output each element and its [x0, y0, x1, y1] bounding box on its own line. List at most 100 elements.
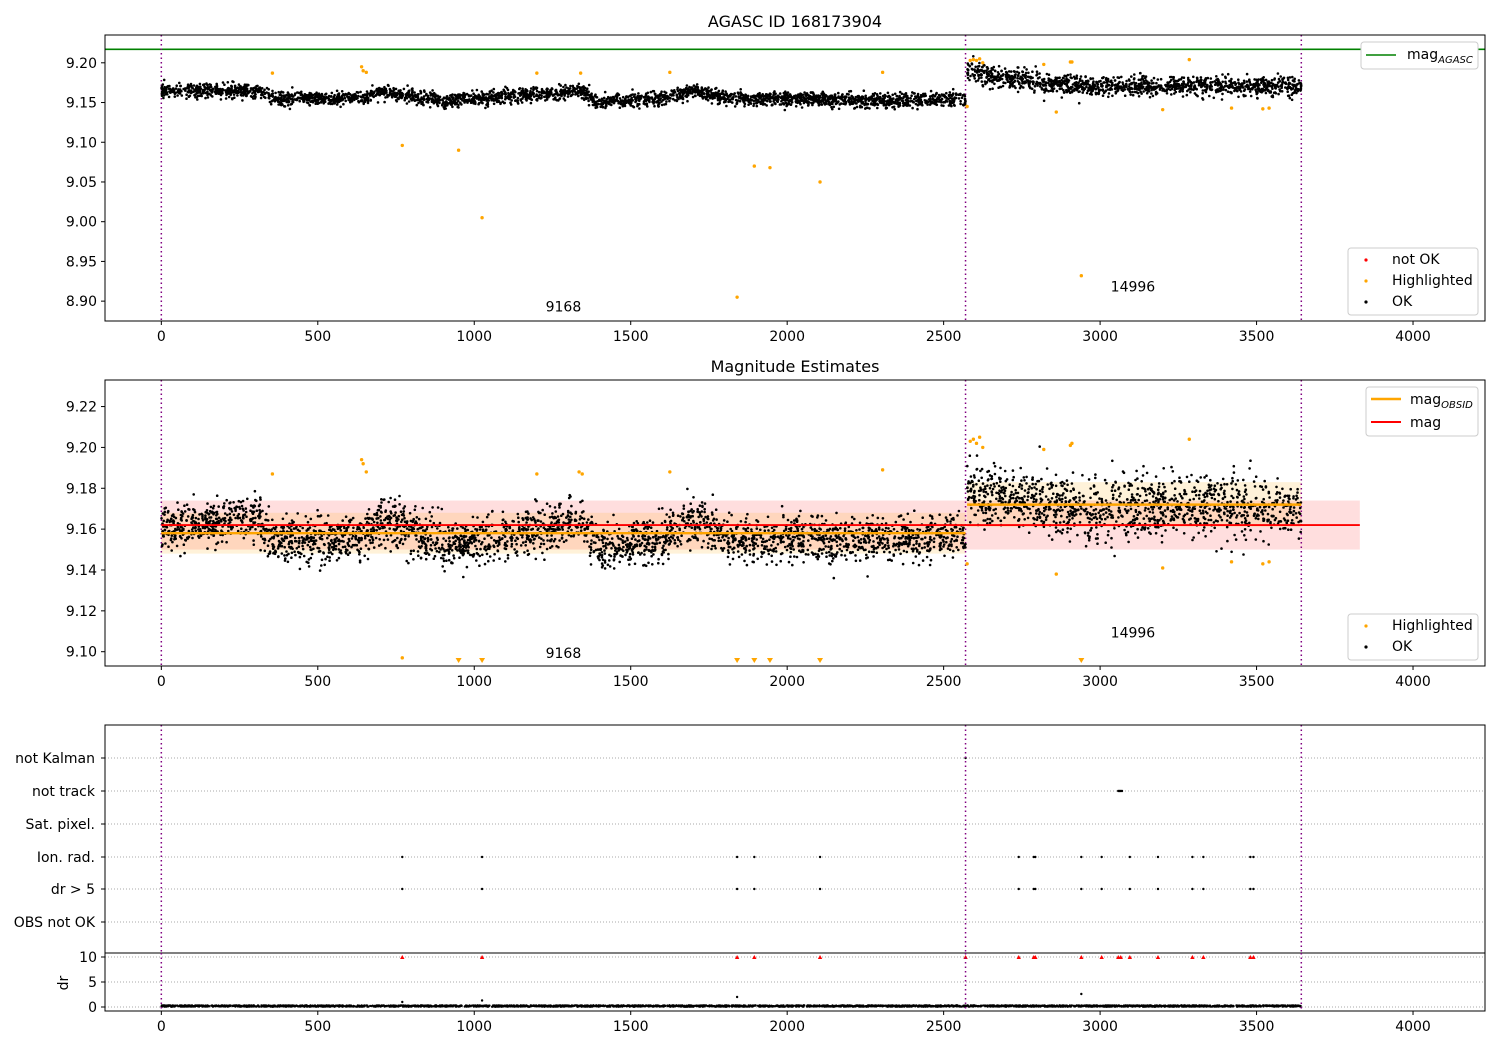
agasc-ok-point	[847, 93, 850, 96]
mag-ok-point	[767, 552, 771, 556]
agasc-ok-point	[989, 70, 992, 73]
agasc-ok-point	[1052, 79, 1055, 83]
agasc-ok-point	[706, 99, 710, 102]
agasc-ok-point	[317, 101, 320, 105]
mag-ok-point	[854, 559, 858, 563]
agasc-ok-point	[297, 91, 301, 95]
agasc-ok-point	[810, 96, 813, 100]
agasc-ok-point	[910, 99, 914, 103]
agasc-ok-point	[269, 102, 273, 106]
agasc-ok-point	[701, 89, 704, 93]
agasc-ok-point	[612, 96, 616, 99]
agasc-ok-point	[366, 97, 369, 100]
mag-ok-point	[471, 515, 475, 519]
agasc-ok-point	[562, 85, 565, 89]
agasc-ok-point	[428, 106, 432, 109]
agasc-ok-point	[1016, 77, 1019, 80]
agasc-ok-point	[226, 81, 230, 84]
agasc-ok-point	[379, 90, 383, 94]
agasc-ok-point	[593, 102, 596, 105]
agasc-ok-point	[1069, 73, 1072, 76]
agasc-ok-point	[693, 87, 697, 90]
agasc-ok-point	[949, 96, 952, 100]
agasc-ok-point	[676, 89, 680, 93]
agasc-ok-point	[591, 98, 595, 102]
agasc-ok-point	[993, 82, 996, 86]
mag-ok-point	[772, 540, 775, 544]
agasc-ok-point	[908, 104, 912, 107]
mag-ok-point	[265, 512, 268, 516]
agasc-ok-point	[198, 82, 202, 86]
agasc-ok-point	[821, 90, 825, 94]
mag-ok-point	[858, 521, 862, 525]
agasc-ok-point	[434, 97, 437, 101]
mag-ok-point	[703, 502, 707, 505]
agasc-ok-point	[1135, 85, 1138, 88]
agasc-ok-point	[1256, 84, 1260, 88]
agasc-ok-point	[633, 93, 637, 96]
mag-ok-point	[603, 552, 607, 555]
agasc-ok-point	[1201, 91, 1204, 95]
agasc-ok-point	[873, 97, 876, 100]
agasc-ok-point	[233, 84, 237, 88]
agasc-ok-point	[617, 101, 620, 105]
agasc-ok-point	[184, 89, 187, 92]
agasc-ok-point	[636, 104, 639, 108]
agasc-ok-point	[1100, 85, 1104, 88]
agasc-ok-point	[193, 89, 197, 93]
agasc-xtick-label: 2000	[769, 329, 805, 345]
agasc-ok-point	[1139, 78, 1142, 81]
agasc-ok-point	[870, 95, 873, 99]
agasc-ok-point	[1058, 87, 1062, 91]
agasc-ok-point	[1264, 78, 1268, 82]
agasc-xtick-label: 2500	[926, 329, 962, 345]
agasc-ok-point	[1088, 92, 1092, 96]
agasc-ok-point	[811, 91, 814, 94]
agasc-ok-point	[428, 98, 431, 101]
agasc-ok-point	[267, 88, 271, 91]
agasc-xtick-label: 3000	[1082, 329, 1118, 345]
agasc-ok-point	[1131, 93, 1135, 97]
agasc-ok-point	[1182, 76, 1186, 79]
agasc-ok-point	[160, 94, 164, 97]
agasc-ok-point	[535, 99, 539, 102]
agasc-ok-point	[672, 94, 675, 97]
agasc-ok-point	[1038, 72, 1041, 75]
agasc-ok-point	[1199, 76, 1203, 79]
agasc-panel-title: AGASC ID 168173904	[708, 12, 882, 31]
agasc-ok-point	[985, 76, 988, 79]
agasc-ok-point	[933, 94, 937, 98]
agasc-ok-point	[313, 99, 317, 103]
agasc-ok-point	[799, 102, 802, 106]
mag-ok-point	[175, 544, 179, 548]
agasc-ok-point	[973, 73, 977, 77]
agasc-ok-point	[788, 99, 792, 102]
agasc-ok-point	[1007, 70, 1011, 73]
agasc-ok-point	[1252, 82, 1255, 86]
agasc-ok-point	[173, 95, 177, 98]
agasc-ok-point	[492, 102, 496, 106]
agasc-ok-point	[284, 95, 287, 98]
agasc-ok-point	[980, 80, 984, 83]
agasc-ok-point	[774, 102, 777, 106]
agasc-ok-point	[521, 87, 524, 90]
agasc-ok-point	[947, 93, 951, 97]
agasc-ok-point	[178, 81, 181, 85]
agasc-ok-point	[1166, 85, 1169, 88]
agasc-ok-point	[591, 100, 594, 103]
agasc-ok-point	[195, 85, 198, 89]
agasc-ok-point	[774, 92, 777, 95]
agasc-ok-point	[1233, 89, 1236, 93]
agasc-ok-point	[665, 100, 668, 103]
agasc-ok-point	[471, 89, 474, 92]
agasc-ok-point	[568, 87, 572, 90]
agasc-ok-point	[232, 93, 236, 96]
agasc-ok-point	[1253, 78, 1256, 81]
mag-ok-point	[324, 557, 327, 561]
mag-ok-point	[226, 513, 229, 517]
mag-ok-point	[859, 538, 863, 541]
agasc-ok-point	[621, 95, 625, 99]
agasc-ok-point	[1196, 77, 1199, 80]
agasc-ok-point	[273, 100, 277, 103]
agasc-ok-point	[940, 98, 943, 101]
